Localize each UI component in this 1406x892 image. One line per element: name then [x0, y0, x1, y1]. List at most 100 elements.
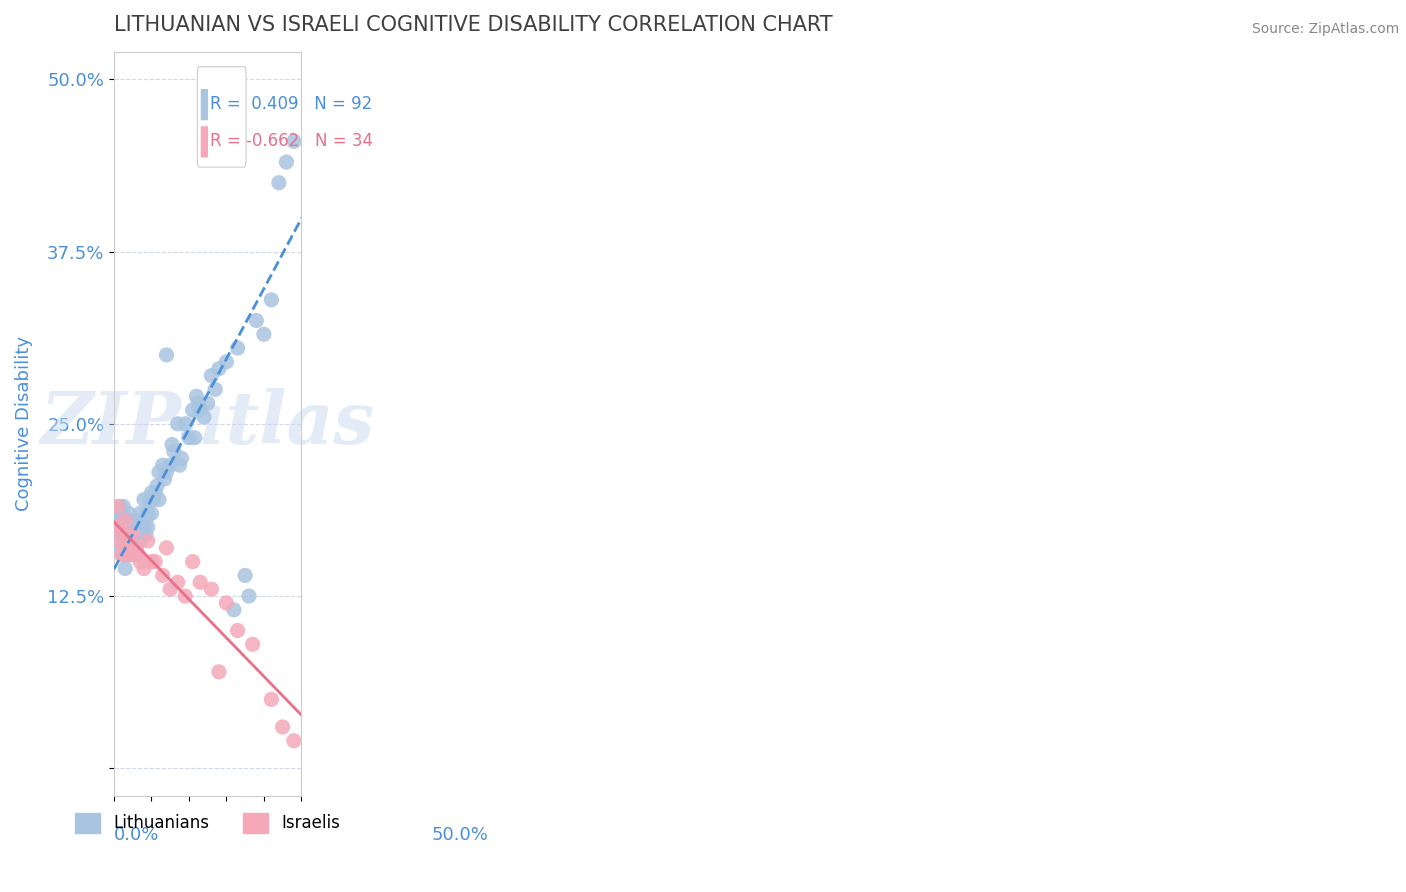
Point — [267, 176, 290, 190]
Point — [118, 513, 141, 527]
Point — [181, 555, 204, 569]
Point — [208, 665, 231, 679]
Point — [226, 341, 249, 355]
Point — [328, 100, 350, 114]
Point — [114, 513, 136, 527]
Point — [110, 527, 132, 541]
Point — [143, 555, 166, 569]
Point — [118, 520, 141, 534]
Point — [124, 527, 146, 541]
Point — [215, 596, 238, 610]
FancyBboxPatch shape — [201, 127, 208, 158]
Point — [121, 520, 143, 534]
Point — [115, 548, 138, 562]
Point — [124, 548, 146, 562]
Point — [170, 451, 193, 466]
Point — [125, 533, 148, 548]
Point — [108, 533, 131, 548]
Point — [124, 533, 146, 548]
Point — [153, 472, 176, 486]
Point — [166, 417, 188, 431]
Point — [188, 575, 211, 590]
FancyBboxPatch shape — [201, 89, 208, 120]
Point — [132, 492, 155, 507]
Point — [155, 465, 177, 479]
Point — [142, 492, 165, 507]
FancyBboxPatch shape — [197, 67, 246, 167]
Point — [127, 513, 149, 527]
Point — [321, 113, 343, 128]
Point — [120, 520, 142, 534]
Y-axis label: Cognitive Disability: Cognitive Disability — [15, 336, 32, 511]
Point — [163, 444, 186, 458]
Point — [141, 507, 163, 521]
Point — [114, 533, 136, 548]
Point — [260, 692, 283, 706]
Point — [112, 520, 135, 534]
Point — [197, 396, 219, 410]
Point — [118, 541, 141, 555]
Point — [283, 135, 305, 149]
Point — [233, 568, 256, 582]
Point — [215, 355, 238, 369]
Point — [188, 403, 211, 417]
Text: R =  0.409   N = 92: R = 0.409 N = 92 — [209, 95, 371, 113]
Point — [160, 437, 183, 451]
Point — [143, 485, 166, 500]
Point — [183, 431, 205, 445]
Point — [127, 548, 149, 562]
Point — [187, 396, 209, 410]
Point — [118, 533, 141, 548]
Point — [166, 575, 188, 590]
Point — [107, 500, 129, 514]
Point — [121, 527, 143, 541]
Point — [298, 135, 321, 149]
Point — [129, 507, 152, 521]
Point — [136, 507, 159, 521]
Point — [108, 520, 131, 534]
Point — [174, 589, 197, 603]
Text: 0.0%: 0.0% — [114, 826, 159, 844]
Point — [107, 507, 129, 521]
Point — [135, 513, 157, 527]
Point — [335, 86, 357, 100]
Point — [118, 507, 141, 521]
Text: R = -0.662   N = 34: R = -0.662 N = 34 — [209, 132, 373, 150]
Point — [169, 458, 191, 472]
Text: LITHUANIAN VS ISRAELI COGNITIVE DISABILITY CORRELATION CHART: LITHUANIAN VS ISRAELI COGNITIVE DISABILI… — [114, 15, 832, 35]
Point — [108, 500, 131, 514]
Point — [148, 465, 170, 479]
Point — [132, 561, 155, 575]
Point — [155, 348, 177, 362]
Point — [127, 533, 149, 548]
Point — [110, 548, 132, 562]
Point — [136, 520, 159, 534]
Point — [121, 548, 143, 562]
Point — [186, 389, 208, 403]
Text: ZIPatlas: ZIPatlas — [41, 388, 375, 459]
Point — [242, 637, 264, 651]
Point — [114, 548, 136, 562]
Point — [129, 533, 152, 548]
Point — [155, 541, 177, 555]
Point — [159, 458, 181, 472]
Point — [125, 520, 148, 534]
Point — [107, 520, 129, 534]
Point — [305, 120, 328, 135]
Point — [245, 313, 267, 327]
Point — [222, 603, 245, 617]
Point — [200, 582, 222, 597]
Point — [112, 500, 135, 514]
Point — [152, 568, 174, 582]
Point — [174, 417, 197, 431]
Point — [138, 492, 160, 507]
Point — [276, 155, 298, 169]
Point — [121, 527, 143, 541]
Text: Source: ZipAtlas.com: Source: ZipAtlas.com — [1251, 22, 1399, 37]
Point — [115, 533, 138, 548]
Point — [208, 361, 231, 376]
Point — [253, 327, 276, 342]
Point — [226, 624, 249, 638]
Point — [141, 485, 163, 500]
Point — [135, 527, 157, 541]
